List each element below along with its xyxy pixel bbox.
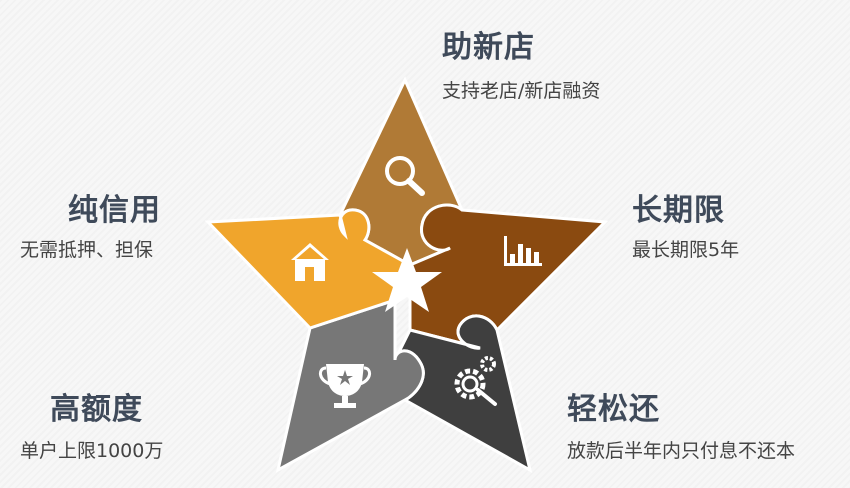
feature-desc: 最长期限5年 <box>632 239 740 261</box>
center-star <box>372 248 442 312</box>
feature-desc: 无需抵押、担保 <box>20 239 154 261</box>
feature-desc: 单户上限1000万 <box>20 440 164 462</box>
feature-long-term: 长期限 最长期限5年 <box>632 193 739 262</box>
feature-pure-credit: 纯信用 无需抵押、担保 <box>20 193 161 262</box>
feature-desc: 支持老店/新店融资 <box>442 80 601 102</box>
feature-title: 轻松还 <box>567 392 660 427</box>
star-piece-right <box>408 203 609 350</box>
trophy-icon <box>319 364 371 408</box>
feature-title: 高额度 <box>50 392 143 427</box>
feature-high-limit: 高额度 单户上限1000万 <box>20 392 163 463</box>
magnifier-icon <box>385 156 425 196</box>
bar-chart-icon <box>504 236 542 266</box>
feature-title: 纯信用 <box>68 193 161 228</box>
gear-wrench-icon <box>454 356 497 406</box>
feature-new-store: 助新店 支持老店/新店融资 <box>442 30 600 103</box>
house-icon <box>291 243 329 281</box>
feature-title: 长期限 <box>632 193 725 228</box>
feature-easy-repay: 轻松还 放款后半年内只付息不还本 <box>567 392 795 463</box>
feature-desc: 放款后半年内只付息不还本 <box>567 440 796 462</box>
feature-title: 助新店 <box>442 30 535 65</box>
